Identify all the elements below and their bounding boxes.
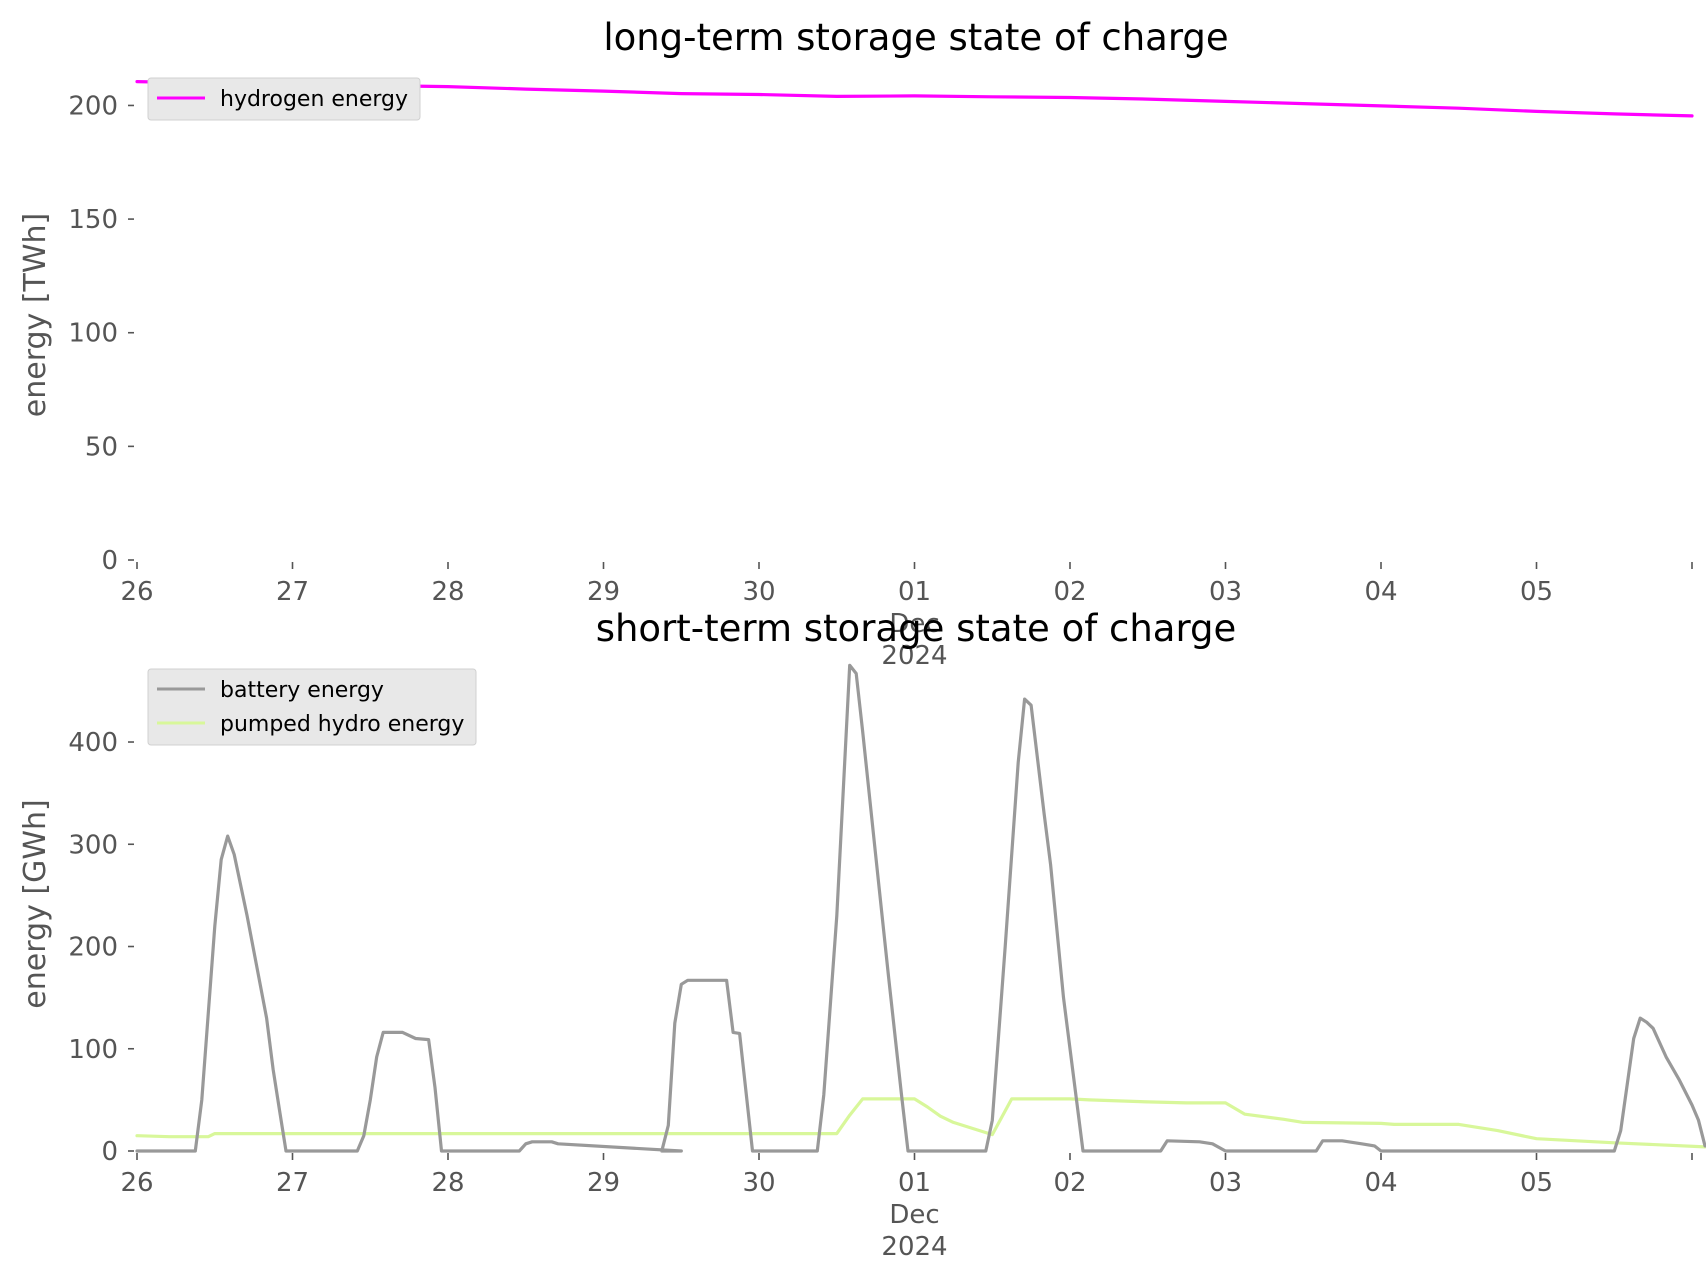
legend-box bbox=[147, 77, 421, 121]
short-term-storage-panel: short-term storage state of charge energ… bbox=[18, 607, 1706, 1262]
x-tick-label: 28 bbox=[431, 1168, 464, 1198]
x-tick-label: 30 bbox=[742, 1168, 775, 1198]
x-tick-label: 26 bbox=[120, 1168, 153, 1198]
x-tick-label: 04 bbox=[1364, 577, 1397, 607]
x-tick-label: 30 bbox=[742, 577, 775, 607]
y-tick-label: 150 bbox=[68, 205, 118, 235]
x-tick-label: 05 bbox=[1520, 1168, 1553, 1198]
x-tick-label: 27 bbox=[276, 577, 309, 607]
legend-long-term: hydrogen energy bbox=[147, 77, 421, 121]
legend-label-pumped-hydro: pumped hydro energy bbox=[220, 712, 464, 737]
y-tick-label: 50 bbox=[85, 432, 118, 462]
legend-short-term: battery energy pumped hydro energy bbox=[147, 668, 477, 746]
x-tick-label: 03 bbox=[1209, 577, 1242, 607]
legend-label-battery: battery energy bbox=[220, 678, 384, 703]
x-tick-label: 02 bbox=[1053, 1168, 1086, 1198]
x-tick-label: 29 bbox=[587, 1168, 620, 1198]
series-line-battery-energy bbox=[135, 663, 1706, 1153]
y-tick-label: 300 bbox=[68, 830, 118, 860]
y-axis-ticks-short-term: 0 100 200 300 400 bbox=[68, 728, 134, 1167]
long-term-storage-panel: long-term storage state of charge energy… bbox=[18, 16, 1694, 671]
x-tick-label: 03 bbox=[1209, 1168, 1242, 1198]
x-tick-label: 04 bbox=[1364, 1168, 1397, 1198]
legend-box bbox=[147, 668, 477, 746]
y-tick-label: 400 bbox=[68, 728, 118, 758]
y-axis-label-long-term: energy [TWh] bbox=[18, 213, 53, 417]
legend-label-hydrogen: hydrogen energy bbox=[220, 87, 408, 112]
x-tick-label: 29 bbox=[587, 577, 620, 607]
x-tick-label: 02 bbox=[1053, 577, 1086, 607]
y-axis-ticks-long-term: 0 50 100 150 200 bbox=[68, 91, 134, 576]
y-axis-label-short-term: energy [GWh] bbox=[18, 799, 53, 1008]
series-group-short-term bbox=[135, 663, 1706, 1153]
y-tick-label: 100 bbox=[68, 1035, 118, 1065]
y-tick-label: 100 bbox=[68, 319, 118, 349]
series-line-pumped-hydro-energy bbox=[135, 1097, 1706, 1149]
x-axis-ticks-long-term: 26 27 28 29 30 01 Dec 2024 02 03 04 05 bbox=[120, 562, 1693, 671]
x-tick-label: 27 bbox=[276, 1168, 309, 1198]
x-tick-label: 26 bbox=[120, 577, 153, 607]
x-tick-label: 01 Dec 2024 bbox=[881, 577, 947, 671]
x-axis-ticks-short-term: 26 27 28 29 30 01 Dec 2024 02 03 04 05 bbox=[120, 1153, 1693, 1262]
chart-title-short-term: short-term storage state of charge bbox=[596, 607, 1237, 650]
y-tick-label: 200 bbox=[68, 933, 118, 963]
x-tick-label: 01 Dec 2024 bbox=[881, 1168, 947, 1262]
y-tick-label: 200 bbox=[68, 91, 118, 121]
chart-title-long-term: long-term storage state of charge bbox=[603, 16, 1228, 59]
y-tick-label: 0 bbox=[101, 546, 118, 576]
x-tick-label: 05 bbox=[1520, 577, 1553, 607]
x-tick-label: 28 bbox=[431, 577, 464, 607]
y-tick-label: 0 bbox=[101, 1137, 118, 1167]
